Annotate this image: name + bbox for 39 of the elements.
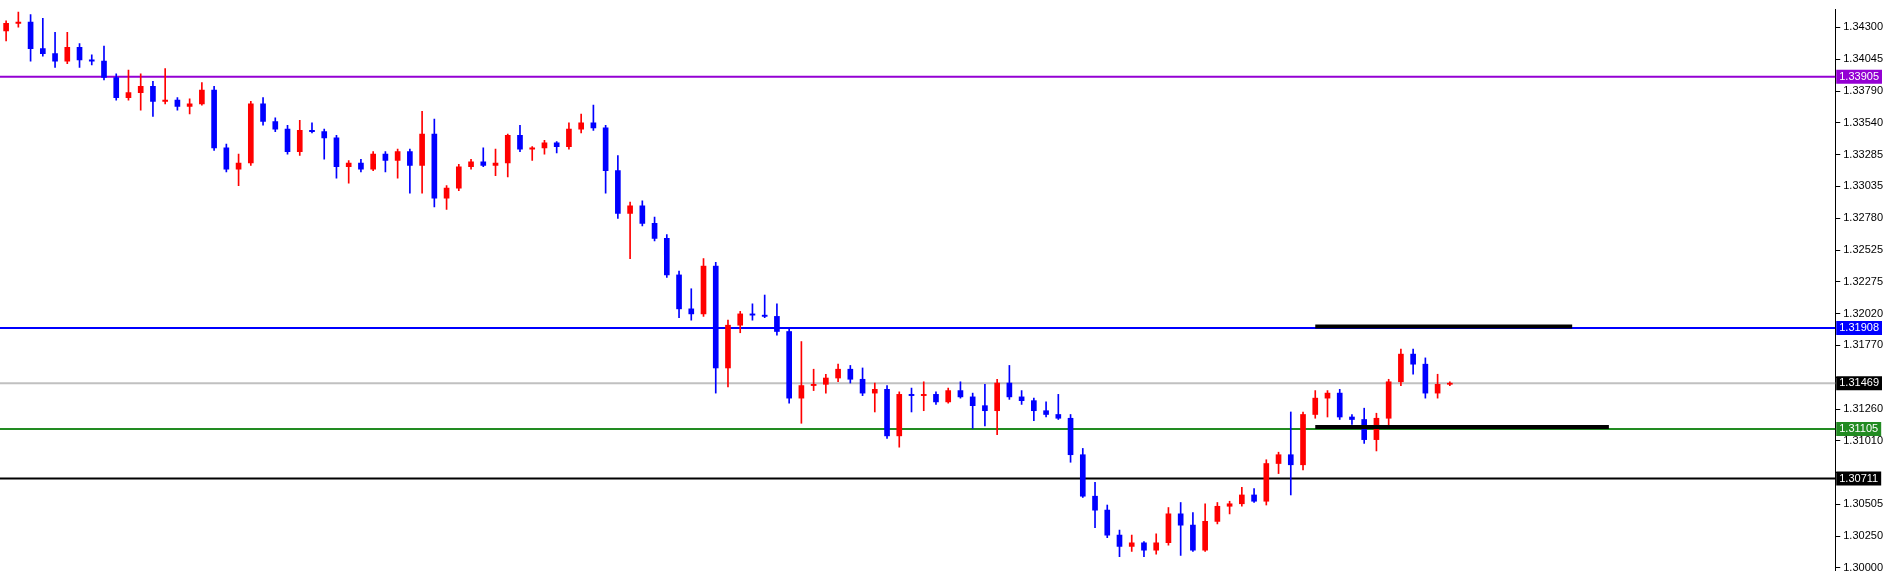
- candlestick: [162, 68, 168, 105]
- candlestick: [1177, 502, 1184, 556]
- ref-line-label: 1.31105: [1839, 421, 1879, 434]
- y-tick-label: 1.31010: [1843, 433, 1883, 446]
- candlestick: [137, 73, 144, 111]
- candlestick: [627, 201, 633, 259]
- candlestick: [52, 31, 58, 68]
- ref-line-label: 1.30711: [1839, 471, 1879, 484]
- y-tick-label: 1.33540: [1843, 115, 1883, 128]
- ref-line-label: 1.31908: [1839, 321, 1879, 333]
- y-tick-label: 1.31770: [1843, 338, 1883, 351]
- candlestick: [309, 122, 315, 134]
- y-tick-label: 1.32780: [1843, 211, 1883, 224]
- y-tick-label: 1.32525: [1843, 243, 1883, 256]
- ref-line-label: 1.31469: [1839, 376, 1879, 389]
- y-tick-label: 1.30000: [1843, 560, 1883, 573]
- ref-line-label: 1.33905: [1839, 69, 1879, 82]
- y-tick-label: 1.30505: [1843, 497, 1883, 510]
- candlestick: [982, 383, 988, 427]
- y-tick-label: 1.33035: [1843, 179, 1883, 192]
- y-tick-label: 1.32020: [1843, 306, 1883, 319]
- candlestick: [688, 288, 695, 321]
- candlestick: [321, 128, 328, 160]
- candlestick: [761, 294, 768, 318]
- candlestick: [871, 382, 878, 413]
- y-tick-label: 1.30250: [1843, 529, 1883, 542]
- y-tick-label: 1.31260: [1843, 402, 1883, 415]
- candlestick: [920, 381, 927, 412]
- candlestick: [1055, 394, 1062, 420]
- candlestick: [39, 18, 46, 57]
- candlestick: [345, 160, 352, 184]
- y-tick-label: 1.34045: [1843, 52, 1883, 65]
- y-tick-label: 1.32275: [1843, 274, 1883, 287]
- candlestick: [1287, 411, 1294, 496]
- candlestick: [529, 146, 536, 161]
- candlestick: [969, 392, 976, 429]
- y-tick-label: 1.33285: [1843, 147, 1883, 160]
- y-tick-label: 1.33790: [1843, 84, 1883, 97]
- y-tick-label: 1.34300: [1843, 20, 1883, 33]
